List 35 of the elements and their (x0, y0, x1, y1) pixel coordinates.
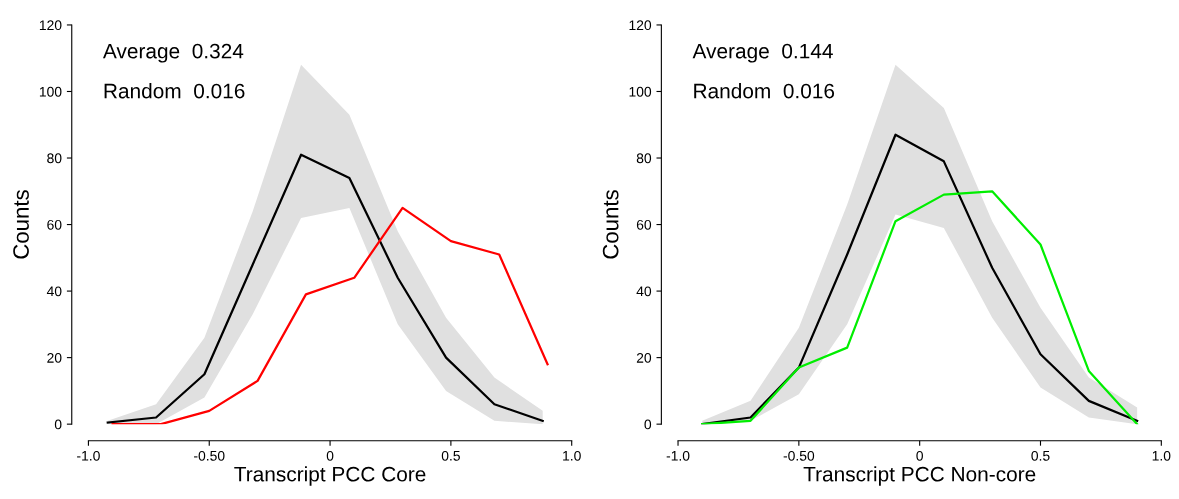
x-tick-label: -1.0 (666, 450, 690, 461)
y-tick-label: 80 (636, 153, 652, 164)
line-series (111, 206, 549, 425)
line-series (106, 153, 544, 424)
y-tick-label: 100 (629, 86, 652, 97)
x-tick-label: 1.0 (563, 450, 581, 461)
x-axis-title: Transcript PCC Non-core (803, 466, 1036, 486)
y-tick-label: 40 (636, 286, 652, 297)
y-tick-label: 20 (47, 352, 62, 363)
annotation: Average 0.324 (102, 43, 244, 63)
y-tick-label: 100 (39, 86, 62, 97)
y-tick-label: 40 (46, 286, 62, 297)
y-tick-label: 60 (636, 219, 652, 230)
x-tick-label: 0 (916, 450, 923, 461)
x-tick-label: -0.50 (194, 450, 225, 461)
y-tick-label: 0 (644, 419, 652, 430)
x-tick-label: 0 (326, 450, 334, 461)
y-tick-label: 80 (47, 153, 62, 164)
y-tick-label: 120 (39, 20, 62, 31)
line-series (701, 190, 1139, 425)
x-tick-label: 1.0 (1152, 450, 1171, 461)
y-tick-label: 120 (629, 20, 652, 31)
x-tick-label: -1.0 (77, 450, 100, 461)
y-tick-label: 0 (54, 419, 62, 430)
x-tick-label: 0.5 (441, 450, 460, 461)
annotation: Random 0.016 (104, 83, 245, 99)
x-tick-label: -0.50 (783, 450, 815, 461)
x-axis-title: Transcript PCC Core (234, 466, 426, 486)
y-axis-title: Counts (13, 190, 29, 259)
x-tick-label: 0.5 (1031, 450, 1050, 461)
y-tick-label: 60 (47, 219, 62, 230)
y-tick-label: 20 (636, 352, 652, 363)
annotation: Average 0.144 (692, 43, 833, 63)
y-axis-title: Counts (602, 190, 619, 259)
annotation: Random 0.016 (694, 83, 835, 99)
